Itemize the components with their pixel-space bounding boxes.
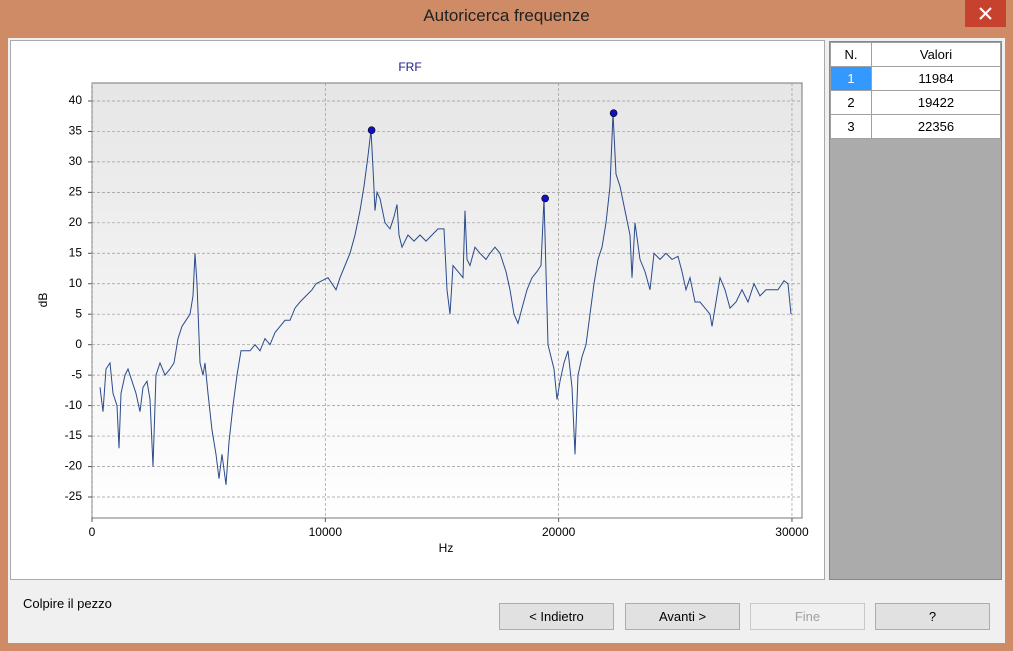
y-tick-label: 0 [75,337,82,351]
table-row[interactable]: 1 11984 [830,66,1001,91]
table-cell: 1 [830,66,872,91]
peak-marker [541,194,549,203]
y-tick-label: 15 [69,245,83,259]
peak-marker [367,126,376,135]
x-tick-label: 20000 [542,525,576,539]
plot-area [91,82,803,519]
y-tick-label: 30 [69,154,83,168]
frf-line [99,113,792,485]
table-cell: 2 [830,90,872,115]
column-header: Valori [871,42,1001,67]
column-header: N. [830,42,872,67]
y-tick-label: -20 [65,459,83,473]
y-tick-label: 40 [69,93,83,107]
table-cell: 22356 [871,114,1001,139]
results-panel: N. Valori 1 11984 2 19422 3 22356 [829,41,1002,580]
table-cell: 11984 [871,66,1001,91]
close-button[interactable] [965,0,1006,27]
close-icon [979,7,992,20]
x-tick-label: 10000 [309,525,343,539]
y-axis-label: dB [36,293,50,308]
table-cell: 19422 [871,90,1001,115]
y-tick-label: 10 [69,276,83,290]
y-tick-label: -15 [65,428,83,442]
results-table: N. Valori 1 11984 2 19422 3 22356 [830,42,1001,139]
x-tick-label: 0 [89,525,96,539]
peak-marker [609,109,618,117]
status-text: Colpire il pezzo [23,596,112,611]
y-tick-label: 35 [69,124,83,138]
chart-panel: FRF Hz dB -25 -20 -15 -10 -5 0 5 10 15 20 25 30 35 40… [10,40,825,580]
dialog-button[interactable]: ? [875,603,990,630]
y-tick-label: 5 [75,306,82,320]
dialog-button[interactable]: Avanti > [625,603,740,630]
y-tick-label: -10 [65,398,83,412]
y-tick-label: -25 [65,489,83,503]
chart-title: FRF [398,60,421,74]
table-row[interactable]: 3 22356 [830,114,1001,139]
window-title: Autoricerca frequenze [423,6,590,25]
table-cell: 3 [830,114,872,139]
y-tick-label: -5 [71,367,82,381]
table-row[interactable]: 2 19422 [830,90,1001,115]
dialog-button: Fine [750,603,865,630]
y-tick-label: 25 [69,185,83,199]
x-axis-label: Hz [439,541,454,555]
chart: FRF Hz dB -25 -20 -15 -10 -5 0 5 10 15 20 25 30 35 40… [36,60,809,555]
x-tick-label: 30000 [775,525,809,539]
dialog-button[interactable]: < Indietro [499,603,614,630]
y-tick-label: 20 [69,215,83,229]
